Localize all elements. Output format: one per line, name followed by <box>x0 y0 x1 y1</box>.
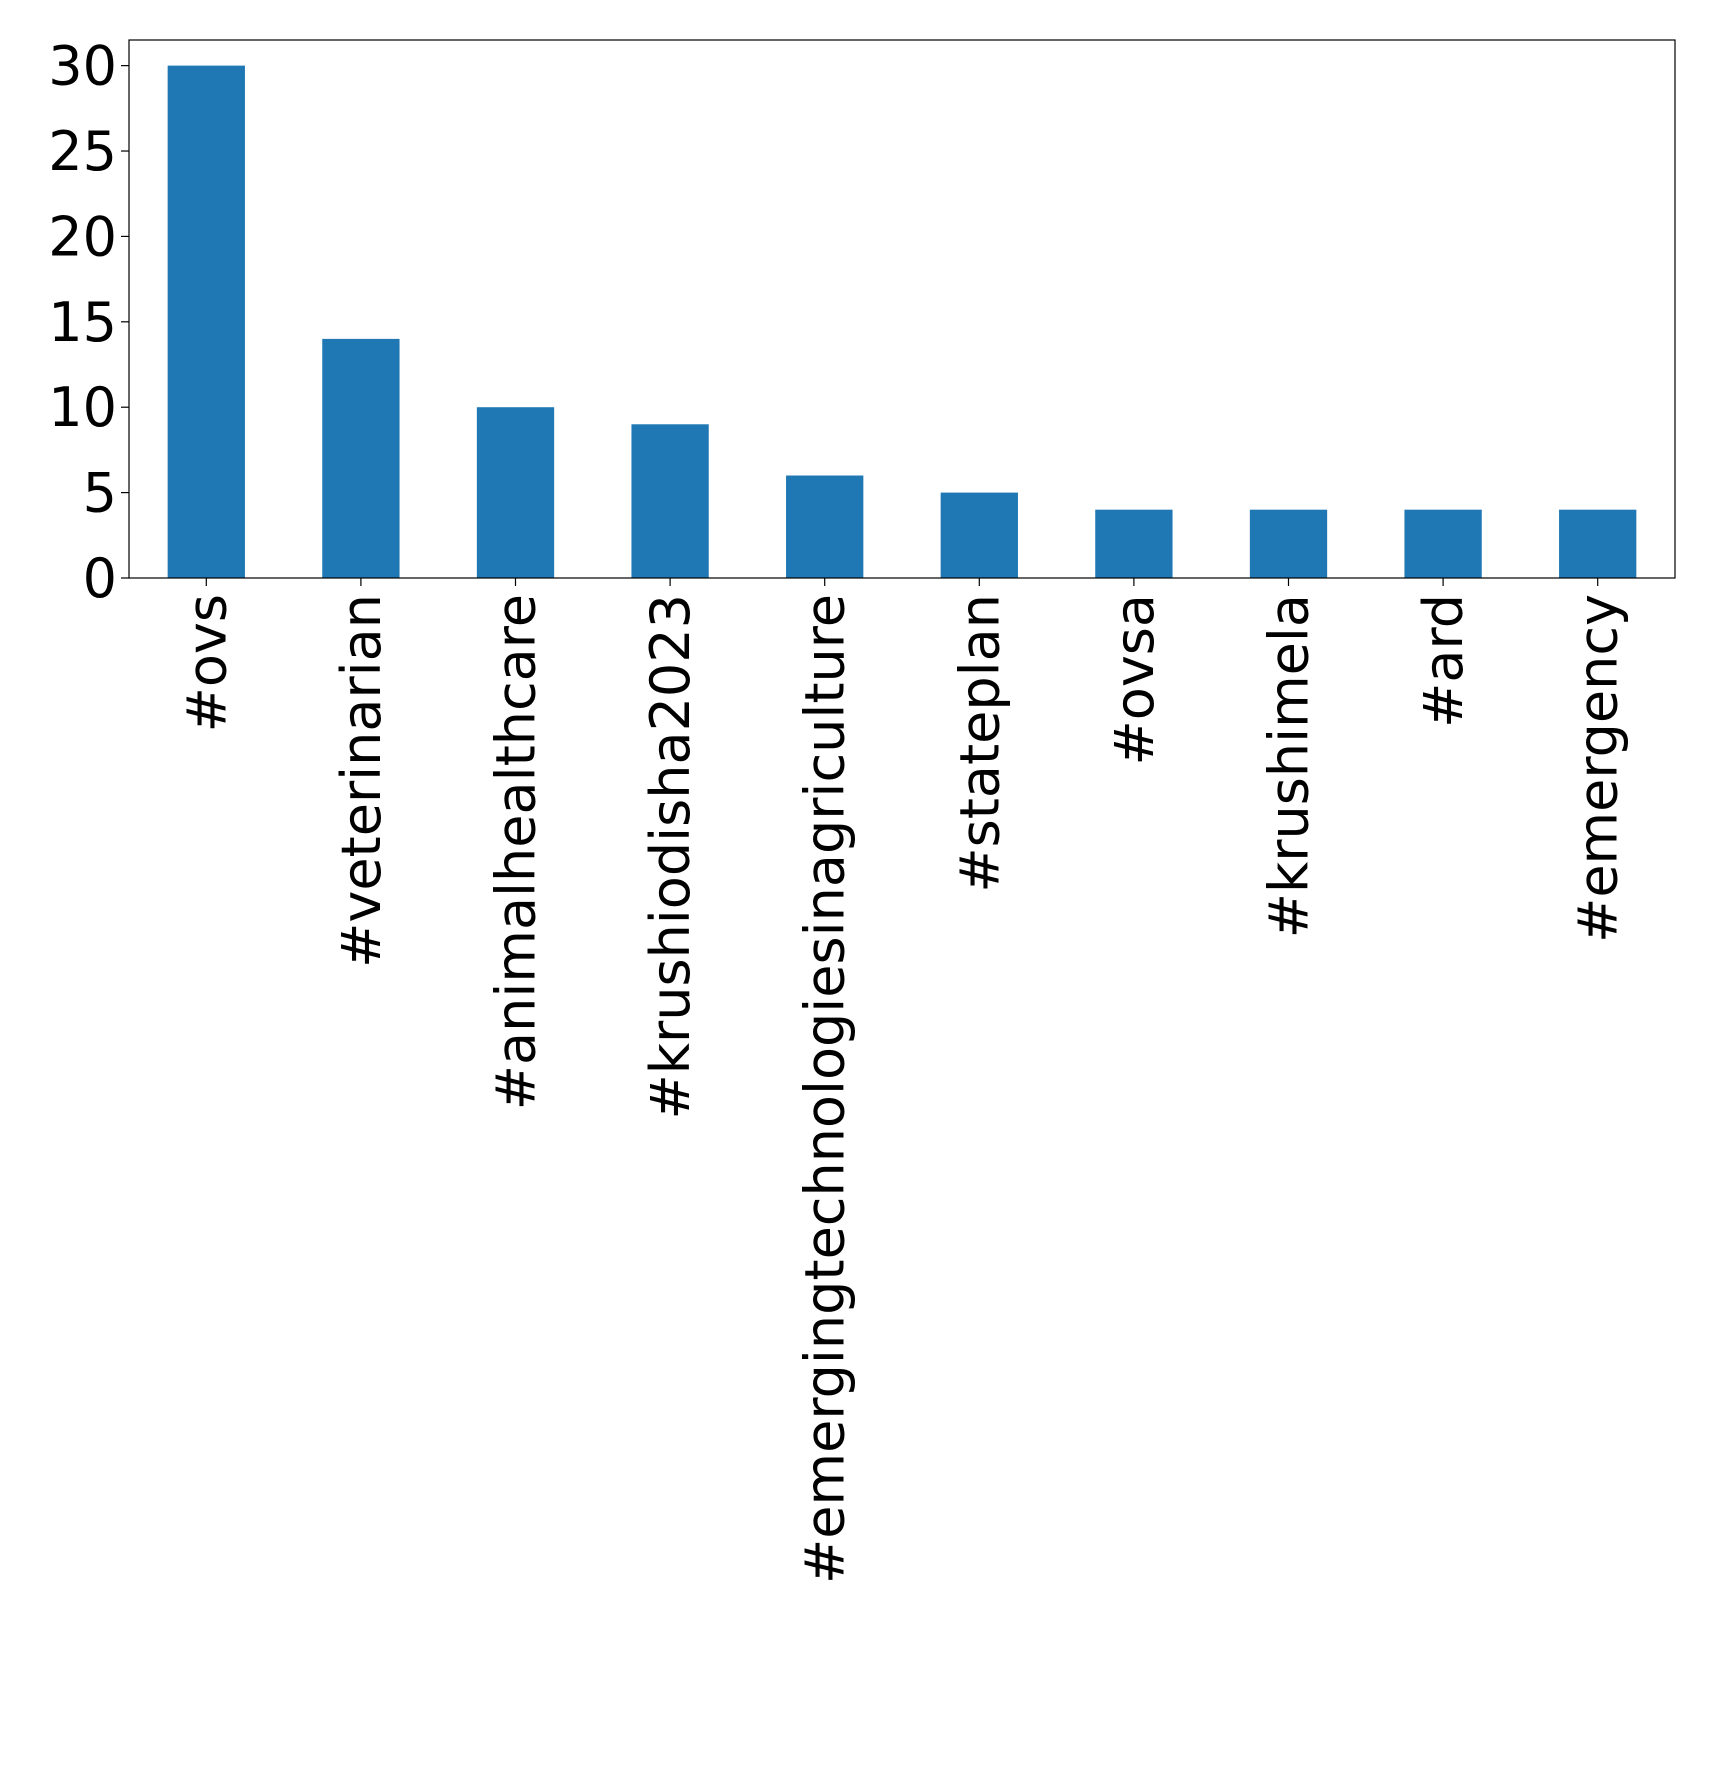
bar-stateplan <box>940 492 1018 578</box>
y-axis: 0 5 10 15 20 25 30 <box>48 35 129 610</box>
x-tick-label: #ovs <box>175 594 238 732</box>
y-tick-label: 25 <box>48 120 117 183</box>
bar-veterinarian <box>322 338 400 578</box>
y-tick-label: 15 <box>48 291 117 354</box>
x-tick-label: #animalhealthcare <box>485 594 548 1110</box>
plot-frame <box>128 39 1676 579</box>
y-tick-label: 5 <box>83 462 117 525</box>
y-tick-label: 30 <box>48 35 117 98</box>
x-tick-label: #stateplan <box>948 594 1011 893</box>
bar-emergency <box>1559 509 1637 578</box>
x-tick-label: #emergingtechnologiesinagriculture <box>794 594 857 1584</box>
y-tick-label: 10 <box>48 376 117 439</box>
x-tick-label: #krushiodisha2023 <box>639 594 702 1120</box>
x-axis: #ovs #veterinarian #animalhealthcare #krush… <box>175 578 1630 1584</box>
bar-ovs <box>167 65 245 579</box>
y-tick-label: 20 <box>48 205 117 268</box>
x-tick-label: #emergency <box>1567 594 1630 943</box>
bar-ovsa <box>1095 509 1173 578</box>
x-tick-label: #krushimela <box>1258 594 1321 938</box>
bar-ard <box>1404 509 1482 578</box>
y-tick-label: 0 <box>83 547 117 610</box>
bar-krushimela <box>1249 509 1328 578</box>
x-tick-label: #ovsa <box>1103 594 1166 765</box>
x-tick-label: #ard <box>1412 594 1475 728</box>
bar-krushiodisha2023 <box>631 424 709 578</box>
bars-group <box>167 65 1637 579</box>
bar-emergingtechnologiesinagriculture <box>786 475 864 578</box>
bar-animalhealthcare <box>476 407 555 578</box>
x-tick-label: #veterinarian <box>330 594 393 968</box>
